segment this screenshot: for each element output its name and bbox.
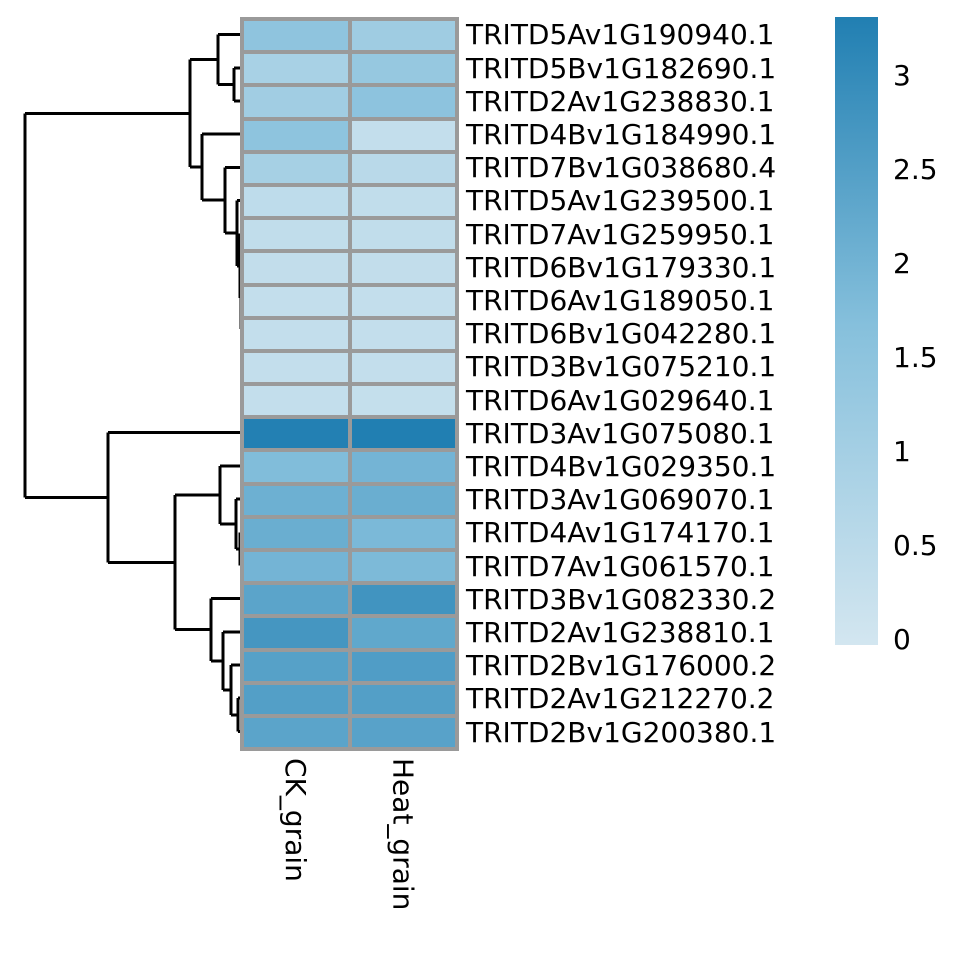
row-label: TRITD6Bv1G042280.1 <box>466 317 777 351</box>
heatmap-cell <box>244 618 348 648</box>
row-label: TRITD4Av1G174170.1 <box>466 516 775 550</box>
legend-tick-label: 1 <box>893 435 911 468</box>
row-label: TRITD4Bv1G029350.1 <box>466 450 777 483</box>
color-legend-bar <box>835 17 878 645</box>
row-label: TRITD4Bv1G184990.1 <box>466 118 777 151</box>
heatmap-cell <box>351 419 455 449</box>
row-label: TRITD2Bv1G200380.1 <box>466 715 777 749</box>
row-label: TRITD3Av1G069070.1 <box>466 483 775 517</box>
legend-tick-label: 0.5 <box>893 529 938 562</box>
heatmap-cell <box>351 485 455 515</box>
heatmap-cell <box>244 717 348 748</box>
row-label: TRITD3Av1G075080.1 <box>466 416 775 450</box>
heatmap-cell <box>244 552 348 582</box>
heatmap-cell <box>244 518 348 548</box>
heatmap-cell <box>244 87 348 117</box>
row-label: TRITD3Bv1G075210.1 <box>466 350 777 384</box>
heatmap-cell <box>351 518 455 548</box>
heatmap-cell <box>351 651 455 681</box>
row-dendrogram <box>23 33 244 733</box>
heatmap-cell <box>244 120 348 150</box>
heatmap-cell <box>351 352 455 383</box>
heatmap-cell <box>351 186 455 217</box>
row-label: TRITD3Bv1G082330.2 <box>466 582 777 616</box>
legend-tick-label: 2.5 <box>893 153 938 186</box>
heatmap-cell <box>351 87 455 117</box>
heatmap-cell <box>244 54 348 84</box>
row-label: TRITD5Av1G190940.1 <box>466 18 775 52</box>
row-label: TRITD2Av1G212270.2 <box>466 682 775 716</box>
heatmap-cell <box>351 684 455 714</box>
row-label: TRITD5Av1G239500.1 <box>466 184 775 218</box>
heatmap-cell <box>244 220 348 250</box>
column-label: Heat_grain <box>386 758 420 911</box>
row-label: TRITD5Bv1G182690.1 <box>466 51 777 85</box>
heatmap-cell <box>244 684 348 714</box>
heatmap-cell <box>244 319 348 349</box>
heatmap-cell <box>244 153 348 183</box>
heatmap-cell <box>244 352 348 383</box>
row-label: TRITD7Bv1G038680.4 <box>466 151 777 185</box>
heatmap-cell <box>244 419 348 449</box>
legend-tick-label: 1.5 <box>893 341 938 374</box>
heatmap-cell <box>351 21 455 51</box>
heatmap-cell <box>351 54 455 84</box>
row-label: TRITD7Av1G259950.1 <box>466 217 775 251</box>
heatmap-cell <box>351 386 455 416</box>
legend-tick-label: 0 <box>893 623 911 656</box>
column-label: CK_grain <box>278 758 312 882</box>
heatmap-cell <box>351 153 455 183</box>
heatmap-cell <box>351 220 455 250</box>
row-label: TRITD2Bv1G176000.2 <box>466 649 777 683</box>
heatmap-cell <box>351 452 455 482</box>
heatmap-cell <box>244 386 348 416</box>
legend-tick-label: 2 <box>893 247 911 280</box>
heatmap-cell <box>244 485 348 515</box>
heatmap-grid <box>240 17 459 752</box>
heatmap-cell <box>351 286 455 316</box>
row-label: TRITD6Av1G189050.1 <box>466 284 775 317</box>
row-label: TRITD2Av1G238810.1 <box>466 616 775 649</box>
heatmap-cell <box>351 319 455 349</box>
row-label: TRITD6Bv1G179330.1 <box>466 250 777 284</box>
heatmap-cell <box>244 651 348 681</box>
row-label: TRITD2Av1G238830.1 <box>466 84 775 118</box>
heatmap-cell <box>244 253 348 283</box>
heatmap-cell <box>351 618 455 648</box>
row-label: TRITD6Av1G029640.1 <box>466 383 775 417</box>
heatmap-cell <box>351 120 455 150</box>
heatmap-cell <box>351 717 455 748</box>
row-label: TRITD7Av1G061570.1 <box>466 549 775 583</box>
heatmap-cell <box>244 286 348 316</box>
heatmap-cell <box>244 186 348 217</box>
heatmap-cell <box>244 452 348 482</box>
heatmap-cell <box>351 585 455 615</box>
heatmap-cell <box>351 253 455 283</box>
heatmap-cell <box>244 585 348 615</box>
legend-tick-label: 3 <box>893 59 911 92</box>
heatmap-cell <box>244 21 348 51</box>
heatmap-cell <box>351 552 455 582</box>
